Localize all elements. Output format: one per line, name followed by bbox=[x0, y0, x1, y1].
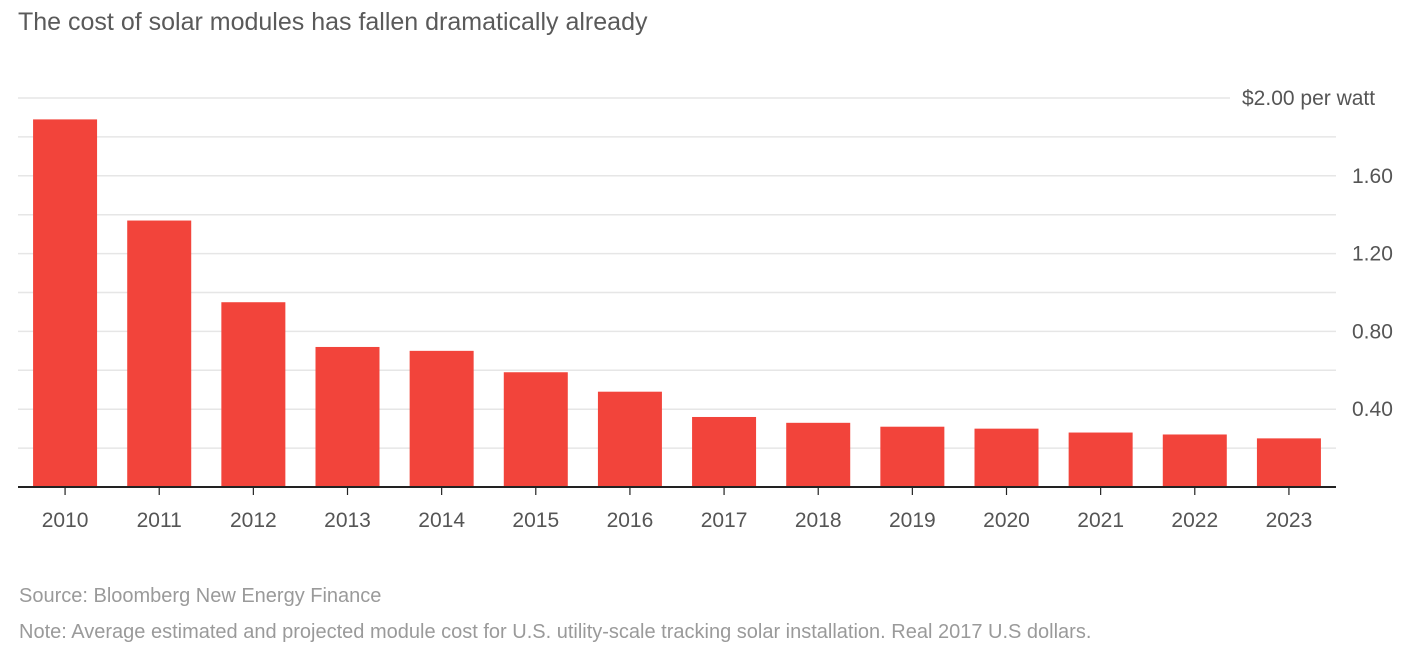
bar-2010 bbox=[33, 119, 98, 488]
bar-2019 bbox=[880, 426, 945, 487]
x-tick-label: 2017 bbox=[701, 509, 748, 532]
bar-2018 bbox=[786, 422, 851, 487]
bar-2013 bbox=[315, 346, 380, 487]
x-tick-label: 2022 bbox=[1171, 509, 1218, 532]
bar-2021 bbox=[1068, 432, 1133, 487]
x-tick-label: 2016 bbox=[607, 509, 654, 532]
bars bbox=[33, 119, 1321, 488]
bar-2016 bbox=[597, 391, 662, 487]
bar-2022 bbox=[1162, 434, 1227, 487]
y-tick-label: 0.40 bbox=[1352, 398, 1393, 421]
bar-2015 bbox=[503, 372, 568, 487]
x-tick-label: 2014 bbox=[418, 509, 465, 532]
gridlines bbox=[18, 97, 1336, 449]
y-tick-label: 1.60 bbox=[1352, 165, 1393, 188]
bar-2017 bbox=[692, 416, 757, 487]
bar-2012 bbox=[221, 302, 286, 487]
x-tick-label: 2023 bbox=[1266, 509, 1313, 532]
bar-2014 bbox=[409, 350, 474, 487]
x-tick-label: 2015 bbox=[512, 509, 559, 532]
footnote: Note: Average estimated and projected mo… bbox=[19, 621, 1092, 643]
bar-2020 bbox=[974, 428, 1039, 487]
y-tick-label: $2.00 per watt bbox=[1242, 87, 1375, 110]
y-tick-label: 1.20 bbox=[1352, 243, 1393, 266]
x-axis-tick-labels: 2010 2011 2012 2013 2014 2015 2016 2017 2018 2019… bbox=[42, 487, 1313, 532]
bar-2023 bbox=[1256, 438, 1321, 487]
x-tick-label: 2013 bbox=[324, 509, 371, 532]
x-tick-label: 2021 bbox=[1077, 509, 1124, 532]
chart-title: The cost of solar modules has fallen dra… bbox=[18, 8, 648, 36]
y-axis-tick-labels: $2.00 per watt 1.60 1.20 0.80 0.40 bbox=[1242, 87, 1393, 421]
y-tick-label: 0.80 bbox=[1352, 320, 1393, 343]
x-tick-label: 2011 bbox=[137, 509, 182, 532]
x-tick-label: 2010 bbox=[42, 509, 89, 532]
x-tick-label: 2020 bbox=[983, 509, 1030, 532]
x-tick-label: 2012 bbox=[230, 509, 277, 532]
bar-2011 bbox=[127, 220, 192, 487]
x-tick-label: 2019 bbox=[889, 509, 936, 532]
source-note: Source: Bloomberg New Energy Finance bbox=[19, 585, 382, 607]
x-tick-label: 2018 bbox=[795, 509, 842, 532]
